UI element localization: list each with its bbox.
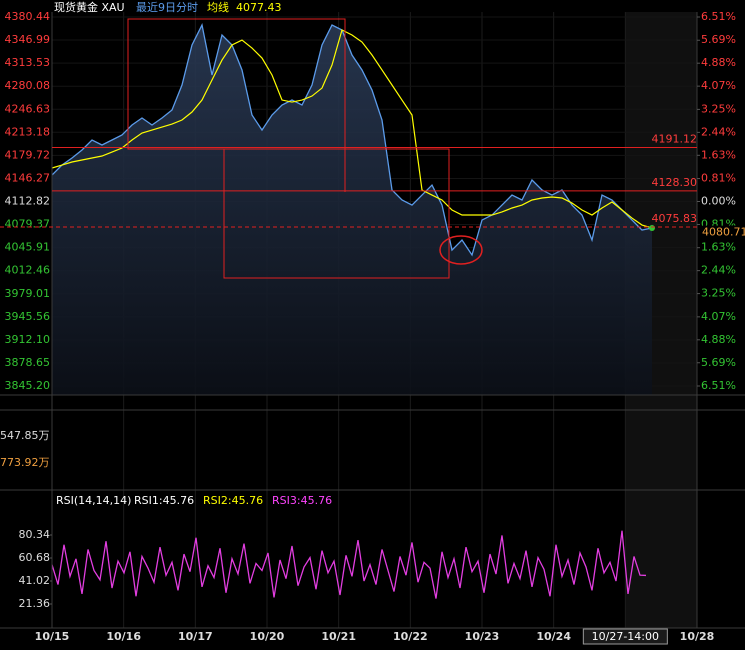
- level-label: 4191.12: [652, 133, 698, 146]
- cursor-label: 10/27-14:00: [592, 630, 659, 643]
- y-tick-label: 3979.01: [5, 287, 51, 300]
- x-tick-label: 10/21: [321, 630, 356, 643]
- x-tick-label: 10/17: [178, 630, 213, 643]
- chart-title: 现货黄金 XAU: [54, 0, 125, 14]
- x-tick-label: 10/16: [106, 630, 141, 643]
- y-tick-label: 3845.20: [5, 379, 51, 392]
- y-tick-label: 4246.63: [5, 102, 51, 115]
- price-area: [52, 25, 652, 395]
- y2-tick-label: 4.88%: [701, 333, 736, 346]
- y2-tick-label: 0.00%: [701, 195, 736, 208]
- y-tick-label: 3945.56: [5, 310, 51, 323]
- y-tick-label: 4179.72: [5, 148, 51, 161]
- y-tick-label: 4213.18: [5, 125, 51, 138]
- y-tick-label: 4380.44: [5, 10, 51, 23]
- y2-tick-label: 4.07%: [701, 79, 736, 92]
- rsi-tick-label: 41.02: [19, 574, 51, 587]
- level-label: 4075.83: [652, 212, 698, 225]
- y2-tick-label: 4.88%: [701, 56, 736, 69]
- drawings: [127, 18, 483, 279]
- volume-label: 773.92万: [0, 456, 50, 469]
- circle-drawing: [439, 235, 483, 265]
- ma-name: 均线: [207, 0, 229, 14]
- price-line: [51, 23, 653, 257]
- rsi-title: RSI(14,14,14): [56, 494, 131, 507]
- y-tick-label: 4346.99: [5, 33, 51, 46]
- y2-tick-label: 6.51%: [701, 10, 736, 23]
- y-tick-label: 3878.65: [5, 356, 51, 369]
- volume-label: 547.85万: [0, 429, 50, 442]
- y2-tick-label: 3.25%: [701, 102, 736, 115]
- chart-subtitle: 最近9日分时: [136, 1, 198, 14]
- frame: [0, 12, 745, 629]
- x-tick-label: 10/15: [35, 630, 70, 643]
- y2-tick-label: 3.25%: [701, 287, 736, 300]
- y2-tick-label: 2.44%: [701, 125, 736, 138]
- rsi-tick-label: 60.68: [19, 551, 51, 564]
- rsi-tick-label: 80.34: [19, 528, 51, 541]
- last-price-box: [698, 225, 745, 240]
- x-tick-label: 10/28: [680, 630, 715, 643]
- y2-tick-label: 5.69%: [701, 356, 736, 369]
- y-tick-label: 4045.91: [5, 241, 51, 254]
- y-tick-label: 4112.82: [5, 195, 51, 208]
- last-point: [649, 224, 655, 231]
- plot: [51, 23, 653, 599]
- y2-tick-label: 1.63%: [701, 241, 736, 254]
- x-tick-label: 10/23: [465, 630, 500, 643]
- x-tick-label: 10/22: [393, 630, 428, 643]
- level-label: 4128.30: [652, 176, 698, 189]
- rsi-label: RSI2:45.76: [203, 494, 263, 507]
- y-tick-label: 4280.08: [5, 79, 51, 92]
- y-tick-label: 4313.53: [5, 56, 51, 69]
- x-tick-label: 10/24: [536, 630, 571, 643]
- y-tick-label: 4012.46: [5, 264, 51, 277]
- y2-tick-label: 1.63%: [701, 148, 736, 161]
- rsi-label: RSI1:45.76: [134, 494, 194, 507]
- cursor-box: [582, 628, 668, 645]
- ma-line: [51, 29, 653, 229]
- y-tick-label: 4146.27: [5, 171, 51, 184]
- rsi-line: [51, 530, 647, 599]
- y2-tick-label: 5.69%: [701, 33, 736, 46]
- y2-tick-label: 4.07%: [701, 310, 736, 323]
- x-tick-label: 10/20: [250, 630, 285, 643]
- y2-tick-label: 2.44%: [701, 264, 736, 277]
- box-drawing: [223, 148, 450, 279]
- rsi-tick-label: 21.36: [19, 597, 51, 610]
- y-tick-label: 3912.10: [5, 333, 51, 346]
- y2-tick-label: 6.51%: [701, 379, 736, 392]
- rsi-label: RSI3:45.76: [272, 494, 332, 507]
- ma-value: 4077.43: [236, 1, 282, 14]
- last-price-label: 4080.71: [702, 226, 745, 239]
- y2-tick-label: 0.81%: [701, 172, 736, 185]
- y-tick-label: 4079.37: [5, 218, 51, 231]
